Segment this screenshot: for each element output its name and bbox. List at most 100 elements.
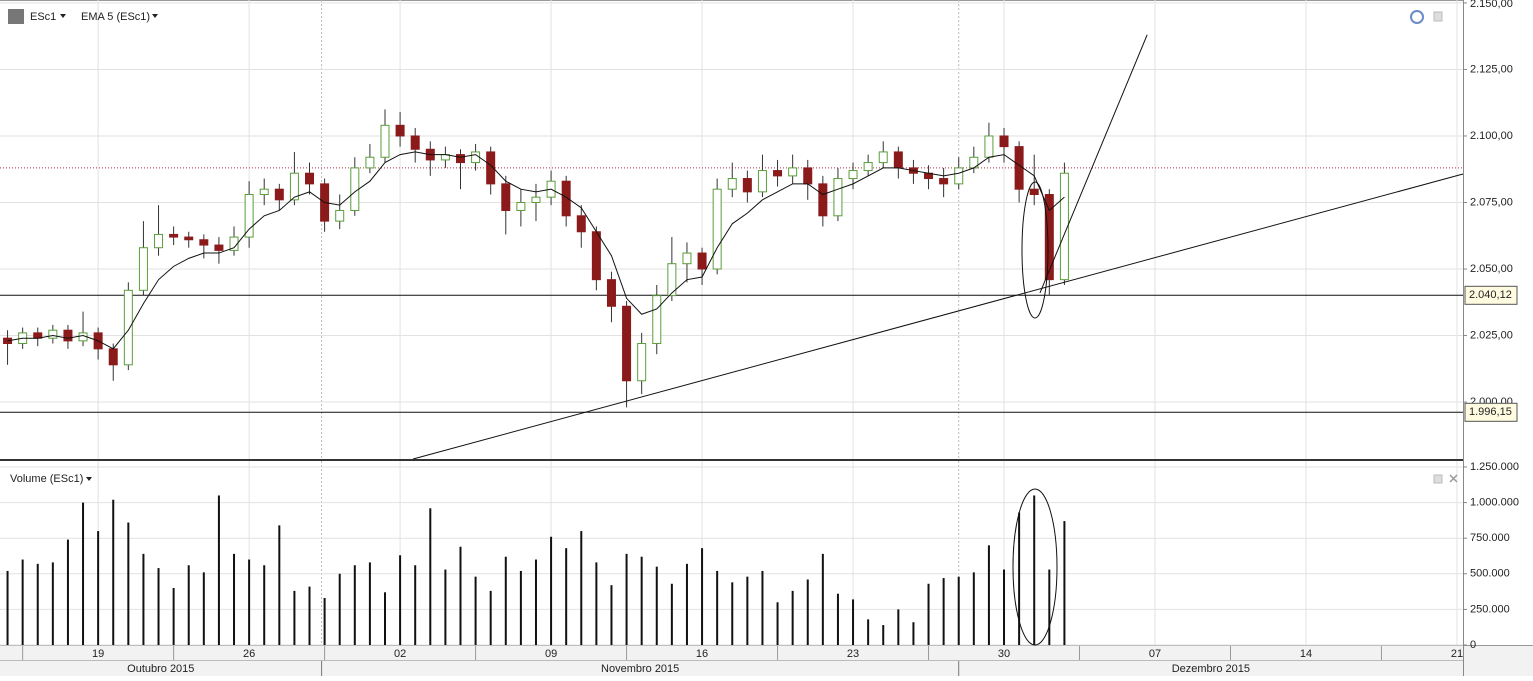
annotation-ellipse	[1012, 488, 1058, 646]
panel-icon[interactable]	[1433, 474, 1443, 484]
ema-line	[7, 151, 1065, 350]
annotation-ellipse	[1021, 181, 1049, 319]
volume-bar	[1048, 569, 1051, 645]
candle-body	[606, 279, 616, 307]
x-tick-label: 23	[847, 648, 859, 660]
close-icon[interactable]	[1449, 474, 1458, 483]
candle-body	[576, 215, 586, 233]
indicator-title[interactable]: EMA 5 (ESc1)	[81, 11, 150, 23]
volume-bar	[323, 598, 326, 645]
candle-body	[63, 329, 73, 342]
volume-bar	[942, 578, 945, 645]
volume-bar	[1033, 495, 1036, 645]
volume-bar	[791, 590, 794, 645]
candle-body	[455, 154, 465, 164]
x-tick-label: 30	[998, 648, 1010, 660]
candle-body	[471, 151, 481, 164]
candle-body	[199, 239, 209, 246]
volume-bar	[987, 545, 990, 645]
y-tick-label: 2.025,00	[1470, 329, 1513, 341]
x-tick-label: 14	[1300, 648, 1312, 660]
candle-body	[939, 178, 949, 185]
volume-bar	[217, 495, 220, 645]
y-tick-label: 2.150,00	[1470, 0, 1513, 10]
volume-bar	[399, 555, 402, 645]
clock-icon[interactable]	[1410, 10, 1424, 24]
panel-separator	[0, 459, 1463, 461]
volume-bar	[972, 572, 975, 645]
volume-bar	[414, 565, 417, 645]
x-tick-label: 07	[1149, 648, 1161, 660]
volume-bar	[821, 553, 824, 645]
candle-body	[531, 196, 541, 203]
candle-body	[1014, 146, 1024, 190]
candle-body	[305, 172, 315, 185]
volume-bar	[82, 502, 85, 645]
candle-body	[727, 178, 737, 190]
candle-body	[878, 151, 888, 164]
candle-body	[954, 167, 964, 185]
volume-bar	[912, 622, 915, 645]
month-label: Novembro 2015	[601, 663, 679, 675]
volume-bar	[368, 562, 371, 645]
y-tick-label: 500.000	[1470, 568, 1510, 580]
volume-bar	[97, 531, 100, 645]
dropdown-arrow[interactable]	[60, 14, 66, 18]
volume-bar	[806, 579, 809, 645]
volume-bar	[655, 566, 658, 645]
volume-bar	[670, 583, 673, 645]
y-tick-label: 2.075,00	[1470, 196, 1513, 208]
volume-bar	[640, 556, 643, 645]
candle-body	[667, 263, 677, 297]
candle-body	[244, 194, 254, 238]
volume-bar	[66, 539, 69, 645]
volume-bar	[278, 525, 281, 645]
volume-bar	[504, 556, 507, 645]
candle-body	[682, 252, 692, 265]
y-tick-label: 750.000	[1470, 532, 1510, 544]
x-tick-label: 02	[394, 648, 406, 660]
volume-bar	[157, 568, 160, 645]
volume-title[interactable]: Volume (ESc1)	[10, 473, 83, 485]
volume-bar	[731, 582, 734, 645]
candle-body	[289, 172, 299, 201]
volume-bar	[534, 559, 537, 645]
candle-body	[410, 135, 420, 150]
candle-body	[335, 209, 345, 222]
candle-body	[154, 233, 164, 249]
volume-bar	[836, 593, 839, 645]
candle-body	[773, 170, 783, 177]
y-tick-label: 0	[1470, 639, 1476, 651]
price-label-box	[1464, 285, 1518, 305]
candle-body	[486, 151, 496, 185]
candle-body	[848, 170, 858, 180]
price-label-box	[1464, 402, 1518, 422]
x-tick-label: 21	[1451, 648, 1463, 660]
volume-bar	[519, 570, 522, 645]
candle-body	[1029, 188, 1039, 196]
volume-bar	[927, 583, 930, 645]
y-tick-label: 2.100,00	[1470, 130, 1513, 142]
candle-body	[274, 188, 284, 201]
volume-bar	[6, 570, 9, 645]
x-tick-label: 16	[696, 648, 708, 660]
volume-bar	[595, 562, 598, 645]
dropdown-arrow[interactable]	[152, 14, 158, 18]
candle-body	[516, 201, 526, 211]
candle-body	[350, 167, 360, 211]
candle-body	[637, 343, 647, 382]
candle-body	[863, 162, 873, 172]
y-tick-label: 1.250.000	[1470, 461, 1519, 473]
panel-icon[interactable]	[1433, 11, 1443, 22]
candle-body	[229, 236, 239, 251]
candle-body	[984, 135, 994, 158]
candle-body	[138, 247, 148, 291]
price-label: 2.040,12	[1469, 289, 1512, 301]
candle-body	[259, 188, 269, 196]
volume-bar	[248, 559, 251, 645]
volume-bar	[610, 585, 613, 645]
dropdown-arrow[interactable]	[86, 477, 92, 481]
symbol-title[interactable]: ESc1	[30, 11, 56, 23]
volume-bar	[1063, 521, 1066, 645]
